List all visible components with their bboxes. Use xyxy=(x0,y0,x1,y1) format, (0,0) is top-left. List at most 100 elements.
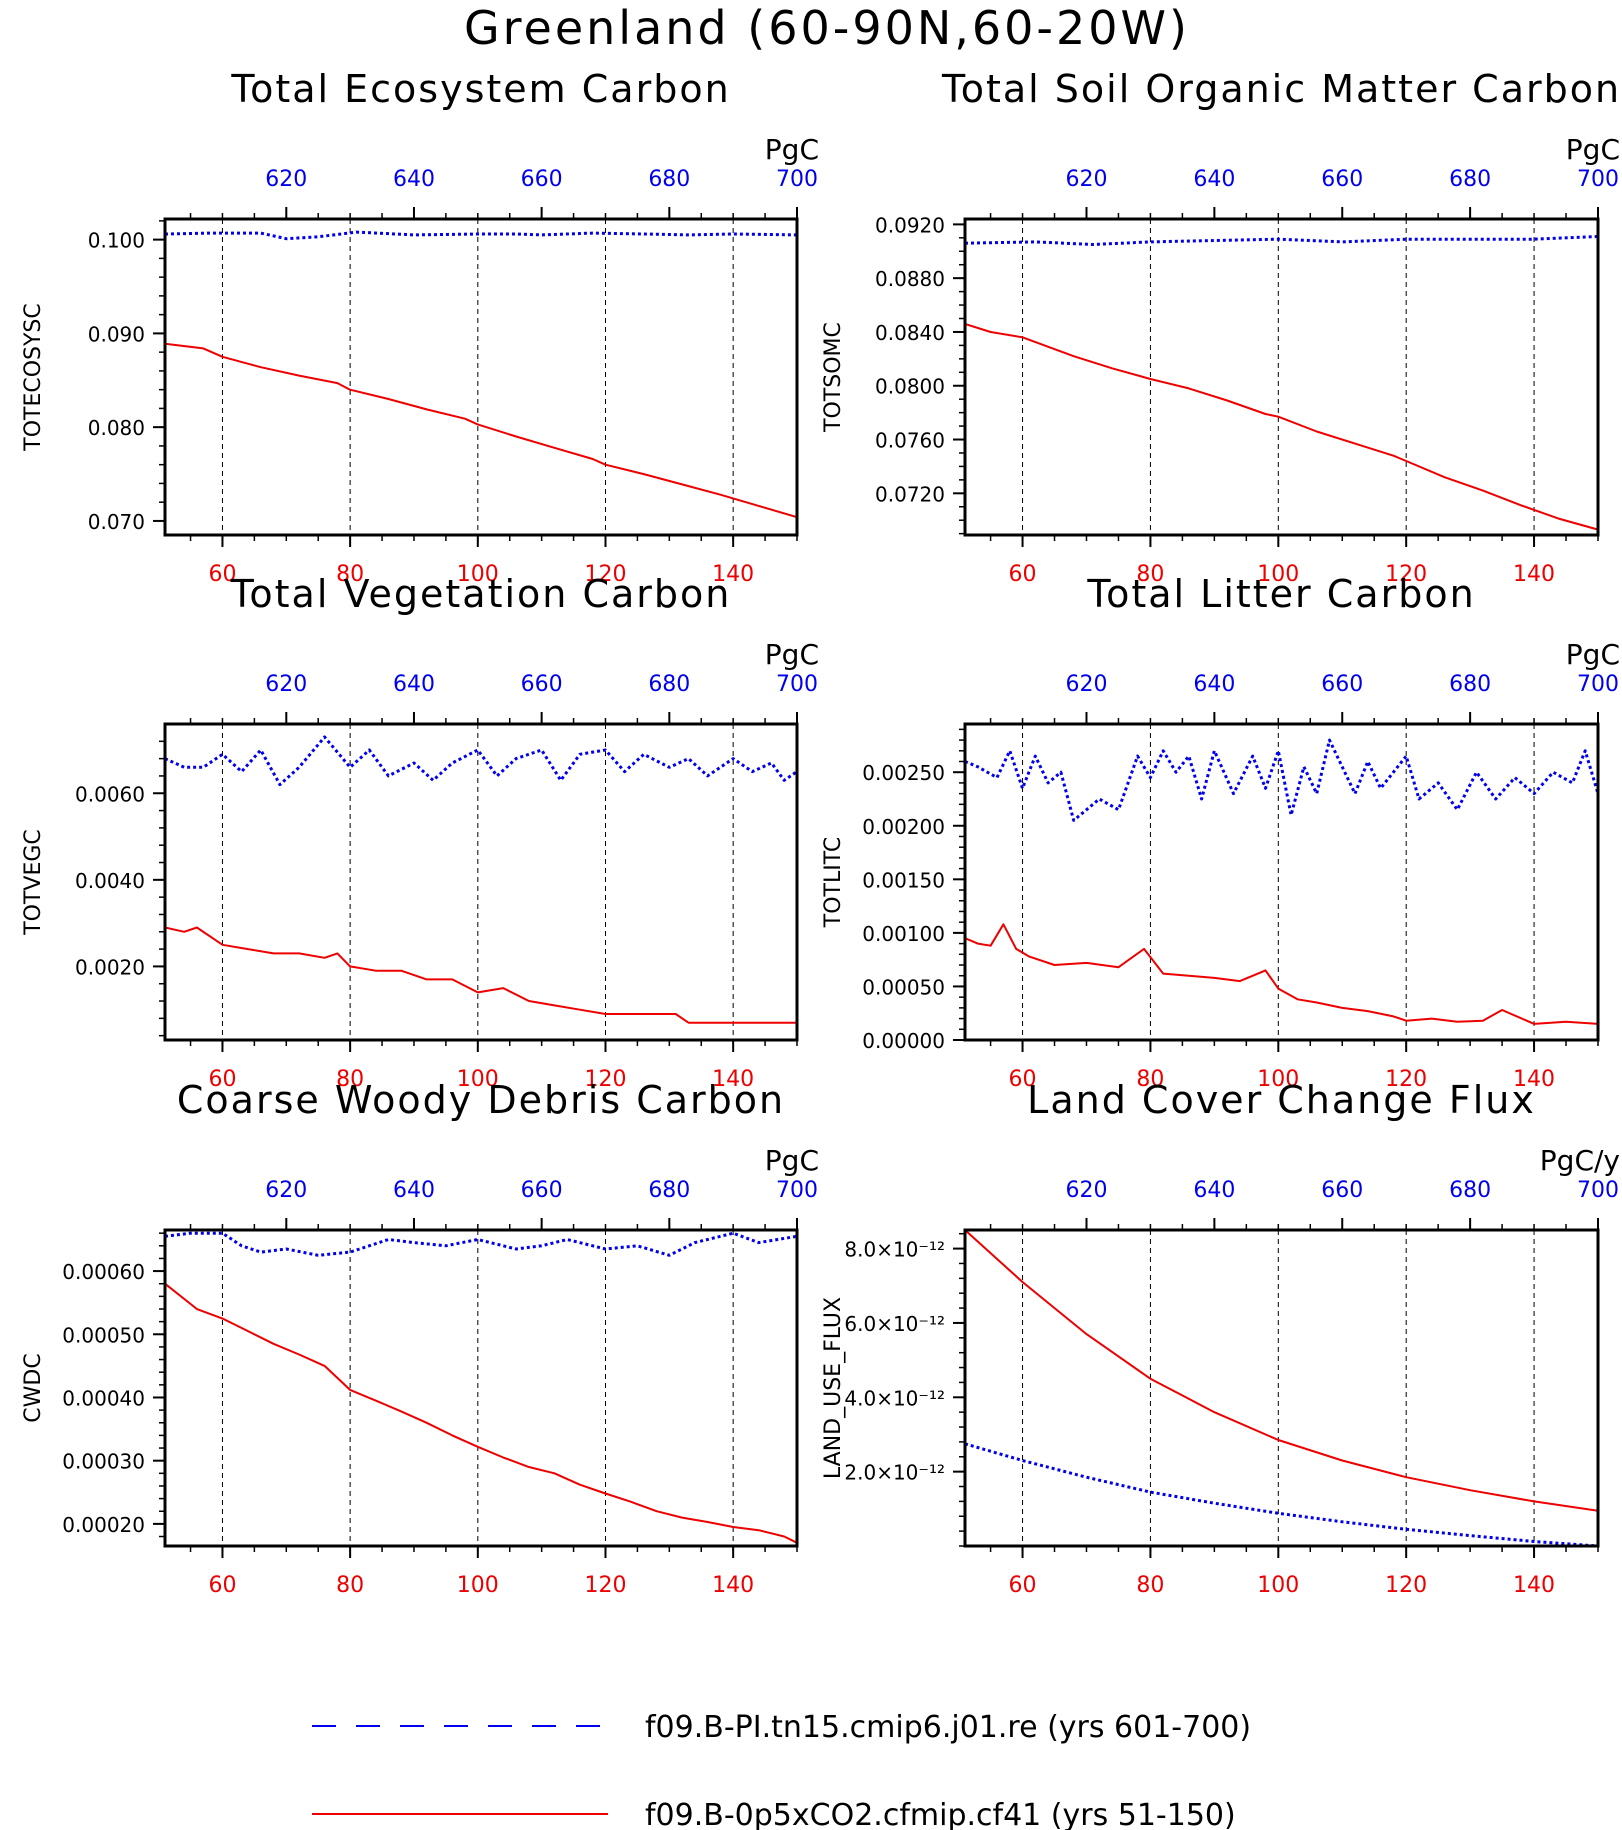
panel-title: Coarse Woody Debris Carbon xyxy=(177,1078,785,1122)
y-tick-label: 0.0880 xyxy=(875,267,945,291)
x-top-tick-label: 640 xyxy=(393,672,435,697)
units-label: PgC xyxy=(765,638,819,671)
x-top-tick-label: 620 xyxy=(1065,167,1107,192)
x-top-tick-label: 660 xyxy=(1321,1178,1363,1203)
y-tick-label: 0.080 xyxy=(88,416,145,440)
x-top-tick-label: 620 xyxy=(1065,1178,1107,1203)
x-tick-label: 100 xyxy=(457,1067,499,1092)
series-line-control xyxy=(165,230,797,241)
plot-frame xyxy=(963,1228,1600,1548)
x-top-tick-label: 640 xyxy=(1193,167,1235,192)
y-tick-label: 0.00250 xyxy=(862,761,945,785)
y-axis-label: CWDC xyxy=(21,1353,46,1422)
page-title: Greenland (60-90N,60-20W) xyxy=(464,1,1190,55)
series-line-experiment xyxy=(165,926,797,1024)
x-top-tick-label: 620 xyxy=(265,672,307,697)
series-line-control xyxy=(965,1442,1598,1546)
series-line-experiment xyxy=(165,342,797,519)
panels-group: Total Ecosystem Carbon PgC TOTECOSYSC 0.070… xyxy=(21,67,1621,1598)
y-tick-label: 0.00150 xyxy=(862,868,945,892)
y-axis-label: TOTECOSYSC xyxy=(21,303,46,452)
x-top-tick-label: 660 xyxy=(1321,167,1363,192)
y-tick-label: 0.00100 xyxy=(862,922,945,946)
x-tick-label: 60 xyxy=(208,1573,236,1598)
x-tick-label: 120 xyxy=(1385,1573,1427,1598)
panel-title: Total Ecosystem Carbon xyxy=(230,67,730,111)
y-tick-label: 0.00050 xyxy=(862,975,945,999)
x-tick-label: 120 xyxy=(1385,1067,1427,1092)
y-tick-label: 0.0840 xyxy=(875,321,945,345)
plot-frame xyxy=(963,217,1600,537)
y-tick-label: 0.070 xyxy=(88,510,145,534)
y-tick-label: 0.0760 xyxy=(875,429,945,453)
y-tick-label: 0.00200 xyxy=(862,815,945,839)
units-label: PgC xyxy=(1566,133,1620,166)
x-tick-label: 100 xyxy=(457,1573,499,1598)
y-tick-label: 0.0040 xyxy=(75,869,145,893)
panel-4: Total Litter Carbon PgC TOTLITC 0.00000 0.00… xyxy=(821,572,1620,1092)
x-top-tick-label: 700 xyxy=(1577,672,1619,697)
x-tick-label: 100 xyxy=(1257,1573,1299,1598)
x-tick-label: 120 xyxy=(584,1067,626,1092)
x-tick-label: 140 xyxy=(1513,1573,1555,1598)
panel-title: Total Soil Organic Matter Carbon xyxy=(941,67,1621,111)
x-tick-label: 120 xyxy=(584,1573,626,1598)
x-tick-label: 140 xyxy=(1513,562,1555,587)
x-top-tick-label: 680 xyxy=(1449,167,1491,192)
x-top-tick-label: 680 xyxy=(1449,672,1491,697)
units-label: PgC xyxy=(1566,638,1620,671)
panel-3: Total Vegetation Carbon PgC TOTVEGC 0.0020 0… xyxy=(21,572,819,1092)
y-tick-label: 0.00000 xyxy=(862,1029,945,1053)
x-tick-label: 100 xyxy=(1257,562,1299,587)
series-line-control xyxy=(965,738,1598,822)
x-top-tick-label: 680 xyxy=(648,167,690,192)
y-tick-label: 4.0×10⁻¹² xyxy=(844,1386,945,1410)
x-top-tick-label: 680 xyxy=(648,1178,690,1203)
x-top-tick-label: 700 xyxy=(1577,167,1619,192)
y-tick-label: 0.0920 xyxy=(875,213,945,237)
x-top-tick-label: 700 xyxy=(776,672,818,697)
plot-frame xyxy=(163,722,799,1042)
x-top-tick-label: 640 xyxy=(393,1178,435,1203)
y-tick-label: 6.0×10⁻¹² xyxy=(844,1312,945,1336)
x-top-tick-label: 640 xyxy=(393,167,435,192)
x-tick-label: 60 xyxy=(208,562,236,587)
plot-frame xyxy=(163,217,799,537)
series-line-control xyxy=(965,235,1598,246)
x-tick-label: 140 xyxy=(1513,1067,1555,1092)
x-top-tick-label: 620 xyxy=(265,1178,307,1203)
y-tick-label: 0.00050 xyxy=(62,1323,145,1347)
x-tick-label: 100 xyxy=(457,562,499,587)
y-tick-label: 0.00060 xyxy=(62,1260,145,1284)
x-top-tick-label: 620 xyxy=(265,167,307,192)
x-tick-label: 80 xyxy=(336,562,364,587)
x-top-tick-label: 620 xyxy=(1065,672,1107,697)
y-tick-label: 8.0×10⁻¹² xyxy=(844,1238,945,1262)
x-top-tick-label: 700 xyxy=(776,167,818,192)
y-tick-label: 0.0020 xyxy=(75,955,145,979)
x-top-tick-label: 680 xyxy=(648,672,690,697)
units-label: PgC xyxy=(765,133,819,166)
legend-label-experiment: f09.B-0p5xCO2.cfmip.cf41 (yrs 51-150) xyxy=(645,1798,1236,1830)
x-top-tick-label: 700 xyxy=(1577,1178,1619,1203)
x-tick-label: 60 xyxy=(1009,1573,1037,1598)
y-tick-label: 2.0×10⁻¹² xyxy=(844,1461,945,1485)
x-top-tick-label: 660 xyxy=(521,672,563,697)
series-line-control xyxy=(165,1231,797,1257)
x-top-tick-label: 660 xyxy=(1321,672,1363,697)
y-tick-label: 0.0720 xyxy=(875,482,945,506)
x-tick-label: 80 xyxy=(1136,562,1164,587)
series-line-experiment xyxy=(165,1282,797,1544)
y-tick-label: 0.100 xyxy=(88,229,145,253)
plot-frame xyxy=(163,1228,799,1548)
panel-5: Coarse Woody Debris Carbon PgC CWDC 0.00020… xyxy=(21,1078,819,1598)
y-axis-label: LAND_USE_FLUX xyxy=(821,1297,846,1479)
x-tick-label: 60 xyxy=(1009,562,1037,587)
x-tick-label: 80 xyxy=(1136,1573,1164,1598)
y-axis-label: TOTSOMC xyxy=(821,322,846,433)
y-axis-label: TOTLITC xyxy=(821,837,846,928)
panel-title: Total Vegetation Carbon xyxy=(230,572,732,616)
x-top-tick-label: 640 xyxy=(1193,1178,1235,1203)
y-tick-label: 0.0060 xyxy=(75,782,145,806)
